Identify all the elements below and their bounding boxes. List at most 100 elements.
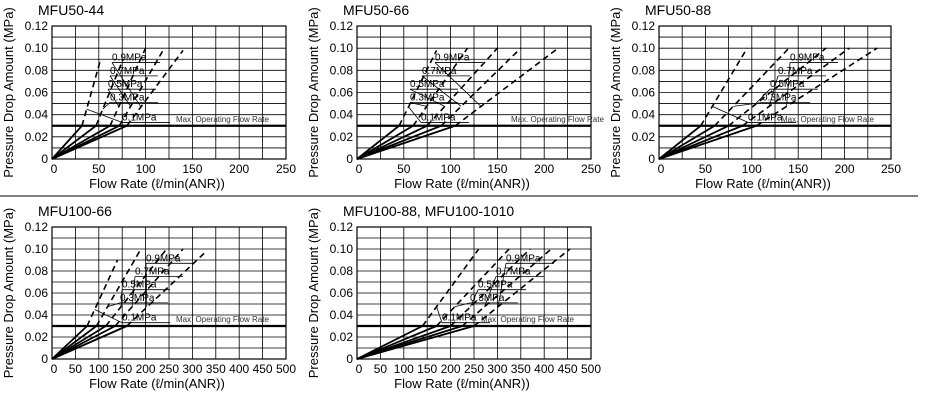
x-tick-label: 150 <box>788 162 808 176</box>
x-tick-label: 50 <box>374 362 388 376</box>
series-label-leader <box>768 75 779 107</box>
x-tick-label: 150 <box>182 162 202 176</box>
series-label-leader <box>107 88 120 107</box>
series-09mpa: 0.9MPa <box>658 47 878 160</box>
series-line-dashed <box>756 47 878 127</box>
series-label: 0.5MPa <box>770 79 805 90</box>
series-label-leader <box>145 263 148 308</box>
max-flow-label: Max. Operating Flow Rate <box>176 315 269 324</box>
chart-panel-3: 0 50 100 150 200 250 0 0.02 0.04 0.06 0.08 0.10 0.12… <box>608 2 901 191</box>
series-label: 0.5MPa <box>108 79 143 90</box>
max-flow-label: Max. Operating Flow Rate <box>481 315 574 324</box>
chart-panel-5: 0 50 100 150 200 250 300 350 400 450 500 0 0.02 0.04 0… <box>306 203 601 391</box>
chart-title: MFU50-88 <box>645 2 711 18</box>
max-flow-label: Max. Operating Flow Rate <box>511 115 604 124</box>
x-tick-label: 250 <box>881 162 901 176</box>
y-tick-label: 0.08 <box>25 63 49 77</box>
series-line-dashed <box>435 248 510 327</box>
y-tick-label: 0.06 <box>25 86 49 100</box>
series-line-dashed <box>118 47 166 127</box>
y-tick-label: 0.02 <box>330 330 354 344</box>
series-label-leader <box>434 62 482 107</box>
x-tick-label: 500 <box>581 362 601 376</box>
y-tick-label: 0 <box>41 352 48 366</box>
y-tick-label: 0.06 <box>330 286 354 300</box>
y-tick-label: 0.02 <box>25 330 49 344</box>
series-label-leader <box>94 309 123 324</box>
x-tick-label: 200 <box>534 162 554 176</box>
x-tick-label: 300 <box>487 362 507 376</box>
y-tick-label: 0 <box>41 152 48 166</box>
series-label-leader <box>86 108 123 123</box>
series-line-solid <box>658 125 702 160</box>
series-label: 0.1MPa <box>748 112 783 123</box>
series-line-solid <box>51 125 83 160</box>
series-label-leader <box>131 276 136 307</box>
series-label: 0.7MPa <box>778 66 813 77</box>
x-tick-label: 0 <box>51 162 58 176</box>
y-tick-label: 0.10 <box>330 242 354 256</box>
x-tick-label: 350 <box>511 362 531 376</box>
series-label-leader <box>436 306 443 323</box>
x-tick-label: 200 <box>229 162 249 176</box>
series-label-leader <box>454 302 471 308</box>
x-tick-label: 450 <box>558 362 578 376</box>
series-01mpa: 0.1MPa <box>658 47 796 160</box>
series-line-dashed <box>95 248 142 327</box>
x-tick-label: 400 <box>229 362 249 376</box>
x-tick-label: 100 <box>394 362 414 376</box>
y-tick-label: 0.08 <box>632 63 656 77</box>
series-line-dashed <box>728 47 827 127</box>
y-axis-label: Pressure Drop Amount (MPa) <box>1 7 16 178</box>
series-label: 0.1MPa <box>421 112 456 123</box>
chart-title: MFU50-44 <box>38 2 104 18</box>
series-line-dashed <box>421 248 480 327</box>
chart-panel-2: 0 50 100 150 200 250 0 0.02 0.04 0.06 0.08 0.10 0.12… <box>306 2 604 191</box>
series-line-dashed <box>412 47 469 127</box>
series-label-leader <box>107 302 121 308</box>
y-tick-label: 0.04 <box>330 308 354 322</box>
x-tick-label: 350 <box>206 362 226 376</box>
series-line-dashed <box>714 47 790 127</box>
series-line-dashed <box>473 248 571 327</box>
series-line-dashed <box>426 47 498 127</box>
series-label-leader <box>102 102 111 110</box>
series-label: 0.5MPa <box>122 280 157 291</box>
series-label: 0.1MPa <box>122 313 157 324</box>
y-tick-label: 0.08 <box>330 264 354 278</box>
y-axis-label: Pressure Drop Amount (MPa) <box>608 7 623 178</box>
y-tick-label: 0.04 <box>25 108 49 122</box>
series-label-leader <box>752 88 771 107</box>
max-flow-label: Max. Operating Flow Rate <box>781 115 874 124</box>
series-label-leader <box>484 276 497 307</box>
series-label: 0.9MPa <box>112 53 147 64</box>
series-label-leader <box>712 105 749 123</box>
series-label-leader <box>120 289 123 307</box>
series-line-solid <box>658 124 757 160</box>
series-label: 0.9MPa <box>146 253 181 264</box>
x-tick-label: 500 <box>276 362 296 376</box>
x-axis-label: Flow Rate (ℓ/min(ANR)) <box>89 176 225 191</box>
series-line-solid <box>356 125 400 160</box>
x-tick-label: 200 <box>835 162 855 176</box>
x-tick-label: 0 <box>51 362 58 376</box>
x-axis-label: Flow Rate (ℓ/min(ANR)) <box>394 176 530 191</box>
series-line-dashed <box>398 50 438 127</box>
series-line-solid <box>51 125 97 160</box>
y-tick-label: 0.04 <box>25 308 49 322</box>
x-tick-label: 300 <box>182 362 202 376</box>
series-label-leader <box>470 289 479 307</box>
y-tick-label: 0.06 <box>632 86 656 100</box>
y-tick-label: 0.12 <box>632 19 656 33</box>
x-tick-label: 50 <box>69 362 83 376</box>
series-line-solid <box>51 325 88 360</box>
y-tick-label: 0.12 <box>330 220 354 234</box>
plot-frame <box>51 25 287 160</box>
x-tick-label: 450 <box>253 362 273 376</box>
x-tick-label: 100 <box>742 162 762 176</box>
y-tick-label: 0.08 <box>330 63 354 77</box>
x-tick-label: 150 <box>487 162 507 176</box>
y-tick-label: 0.12 <box>25 220 49 234</box>
plot-frame <box>51 226 287 360</box>
